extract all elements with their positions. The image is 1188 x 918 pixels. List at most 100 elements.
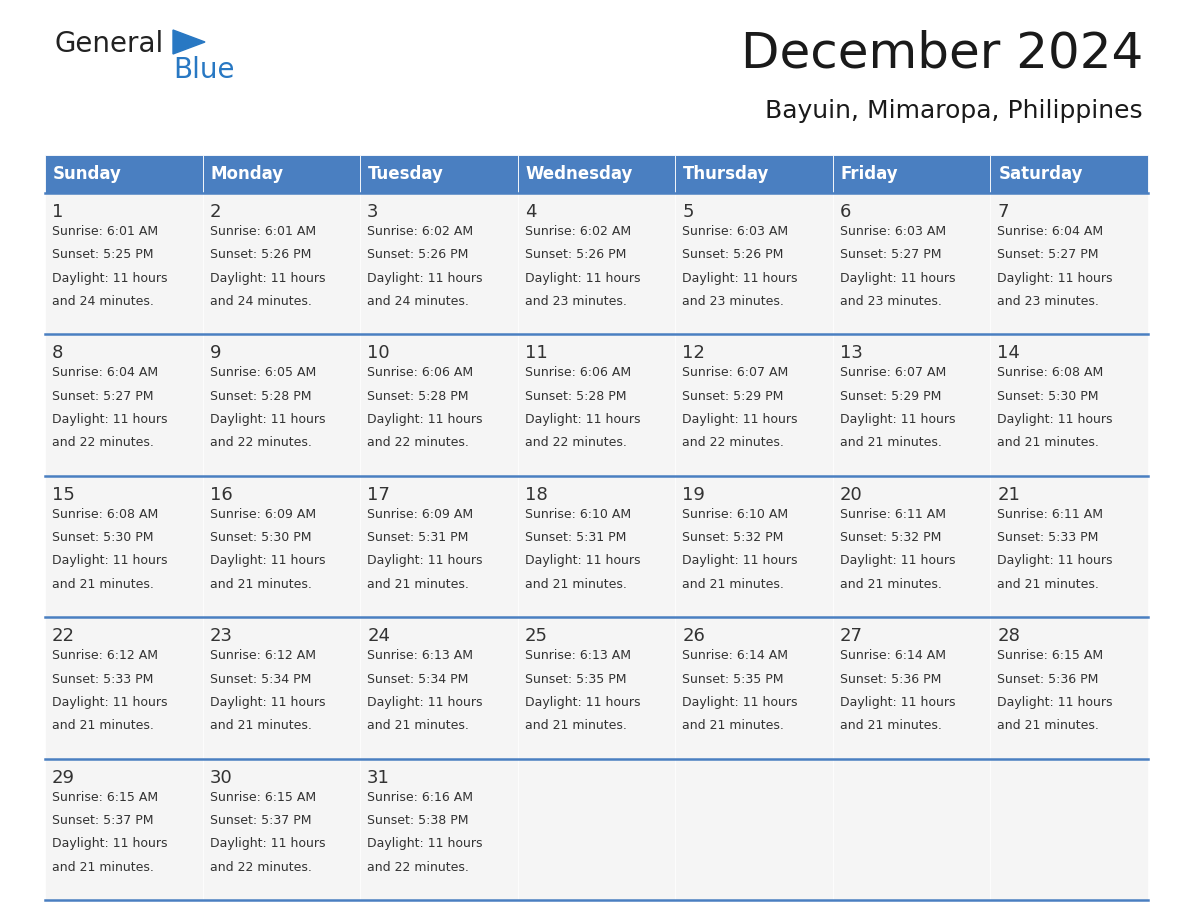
Text: and 21 minutes.: and 21 minutes.	[52, 577, 154, 591]
Text: Daylight: 11 hours: Daylight: 11 hours	[209, 413, 326, 426]
Text: Sunrise: 6:13 AM: Sunrise: 6:13 AM	[525, 649, 631, 662]
Text: Sunrise: 6:02 AM: Sunrise: 6:02 AM	[367, 225, 473, 238]
Text: 28: 28	[998, 627, 1020, 645]
Text: and 21 minutes.: and 21 minutes.	[840, 719, 942, 733]
Bar	[360, 617, 518, 758]
Text: Sunset: 5:32 PM: Sunset: 5:32 PM	[682, 532, 784, 544]
Text: Sunrise: 6:13 AM: Sunrise: 6:13 AM	[367, 649, 473, 662]
Text: Sunrise: 6:09 AM: Sunrise: 6:09 AM	[209, 508, 316, 521]
Text: Sunrise: 6:03 AM: Sunrise: 6:03 AM	[682, 225, 789, 238]
Text: 30: 30	[209, 768, 233, 787]
Bar	[203, 758, 360, 900]
Text: Sunday: Sunday	[53, 165, 122, 183]
Bar	[518, 617, 675, 758]
Text: 23: 23	[209, 627, 233, 645]
Text: Daylight: 11 hours: Daylight: 11 hours	[367, 837, 482, 850]
Text: and 21 minutes.: and 21 minutes.	[682, 719, 784, 733]
Text: 2: 2	[209, 203, 221, 221]
Text: 29: 29	[52, 768, 75, 787]
Bar	[518, 155, 675, 193]
Text: Sunrise: 6:11 AM: Sunrise: 6:11 AM	[998, 508, 1104, 521]
Text: Sunset: 5:37 PM: Sunset: 5:37 PM	[52, 814, 153, 827]
Bar	[45, 155, 203, 193]
Text: Daylight: 11 hours: Daylight: 11 hours	[998, 413, 1113, 426]
Text: and 21 minutes.: and 21 minutes.	[525, 719, 626, 733]
Text: Daylight: 11 hours: Daylight: 11 hours	[998, 696, 1113, 709]
Bar	[991, 334, 1148, 476]
Text: Daylight: 11 hours: Daylight: 11 hours	[840, 696, 955, 709]
Text: 21: 21	[998, 486, 1020, 504]
Bar	[833, 334, 991, 476]
Text: Sunset: 5:31 PM: Sunset: 5:31 PM	[525, 532, 626, 544]
Text: December 2024: December 2024	[741, 30, 1143, 78]
Text: Daylight: 11 hours: Daylight: 11 hours	[840, 413, 955, 426]
Text: Daylight: 11 hours: Daylight: 11 hours	[682, 272, 798, 285]
Text: and 21 minutes.: and 21 minutes.	[682, 577, 784, 591]
Text: 19: 19	[682, 486, 706, 504]
Text: 4: 4	[525, 203, 536, 221]
Bar	[45, 758, 203, 900]
Text: Friday: Friday	[841, 165, 898, 183]
Text: Wednesday: Wednesday	[526, 165, 633, 183]
Text: Daylight: 11 hours: Daylight: 11 hours	[52, 413, 168, 426]
Bar	[833, 476, 991, 617]
Bar	[833, 758, 991, 900]
Text: 15: 15	[52, 486, 75, 504]
Bar	[203, 334, 360, 476]
Text: and 21 minutes.: and 21 minutes.	[998, 577, 1099, 591]
Text: and 21 minutes.: and 21 minutes.	[209, 577, 311, 591]
Text: and 22 minutes.: and 22 minutes.	[682, 436, 784, 450]
Bar	[360, 155, 518, 193]
Text: Daylight: 11 hours: Daylight: 11 hours	[840, 272, 955, 285]
Bar	[991, 758, 1148, 900]
Text: and 21 minutes.: and 21 minutes.	[209, 719, 311, 733]
Text: and 23 minutes.: and 23 minutes.	[840, 295, 942, 308]
Text: Sunset: 5:26 PM: Sunset: 5:26 PM	[209, 249, 311, 262]
Text: Sunrise: 6:04 AM: Sunrise: 6:04 AM	[52, 366, 158, 379]
Bar	[203, 617, 360, 758]
Text: Sunrise: 6:16 AM: Sunrise: 6:16 AM	[367, 790, 473, 803]
Text: Sunset: 5:32 PM: Sunset: 5:32 PM	[840, 532, 941, 544]
Text: 7: 7	[998, 203, 1009, 221]
Text: 26: 26	[682, 627, 706, 645]
Bar	[991, 155, 1148, 193]
Text: Sunrise: 6:01 AM: Sunrise: 6:01 AM	[52, 225, 158, 238]
Bar	[203, 476, 360, 617]
Text: and 24 minutes.: and 24 minutes.	[209, 295, 311, 308]
Bar	[45, 617, 203, 758]
Text: Sunrise: 6:10 AM: Sunrise: 6:10 AM	[682, 508, 789, 521]
Text: Sunrise: 6:15 AM: Sunrise: 6:15 AM	[998, 649, 1104, 662]
Text: Sunset: 5:34 PM: Sunset: 5:34 PM	[209, 673, 311, 686]
Bar	[45, 476, 203, 617]
Text: and 23 minutes.: and 23 minutes.	[998, 295, 1099, 308]
Text: Sunrise: 6:14 AM: Sunrise: 6:14 AM	[840, 649, 946, 662]
Text: Sunrise: 6:01 AM: Sunrise: 6:01 AM	[209, 225, 316, 238]
Text: Sunset: 5:33 PM: Sunset: 5:33 PM	[998, 532, 1099, 544]
Text: 22: 22	[52, 627, 75, 645]
Bar	[675, 193, 833, 334]
Bar	[991, 476, 1148, 617]
Text: Sunrise: 6:08 AM: Sunrise: 6:08 AM	[52, 508, 158, 521]
Bar	[991, 617, 1148, 758]
Text: and 23 minutes.: and 23 minutes.	[682, 295, 784, 308]
Text: Sunrise: 6:06 AM: Sunrise: 6:06 AM	[525, 366, 631, 379]
Text: 8: 8	[52, 344, 63, 363]
Text: 11: 11	[525, 344, 548, 363]
Bar	[833, 617, 991, 758]
Text: Sunset: 5:35 PM: Sunset: 5:35 PM	[525, 673, 626, 686]
Text: Blue: Blue	[173, 56, 234, 84]
Bar	[518, 758, 675, 900]
Text: Sunset: 5:28 PM: Sunset: 5:28 PM	[209, 390, 311, 403]
Text: Daylight: 11 hours: Daylight: 11 hours	[367, 413, 482, 426]
Text: Daylight: 11 hours: Daylight: 11 hours	[209, 837, 326, 850]
Text: Sunset: 5:37 PM: Sunset: 5:37 PM	[209, 814, 311, 827]
Text: 24: 24	[367, 627, 390, 645]
Text: Sunrise: 6:03 AM: Sunrise: 6:03 AM	[840, 225, 946, 238]
Text: Sunset: 5:36 PM: Sunset: 5:36 PM	[840, 673, 941, 686]
Text: Daylight: 11 hours: Daylight: 11 hours	[525, 272, 640, 285]
Text: Thursday: Thursday	[683, 165, 770, 183]
Text: Sunrise: 6:04 AM: Sunrise: 6:04 AM	[998, 225, 1104, 238]
Text: Sunrise: 6:15 AM: Sunrise: 6:15 AM	[52, 790, 158, 803]
Text: and 21 minutes.: and 21 minutes.	[52, 860, 154, 874]
Text: Sunset: 5:28 PM: Sunset: 5:28 PM	[525, 390, 626, 403]
